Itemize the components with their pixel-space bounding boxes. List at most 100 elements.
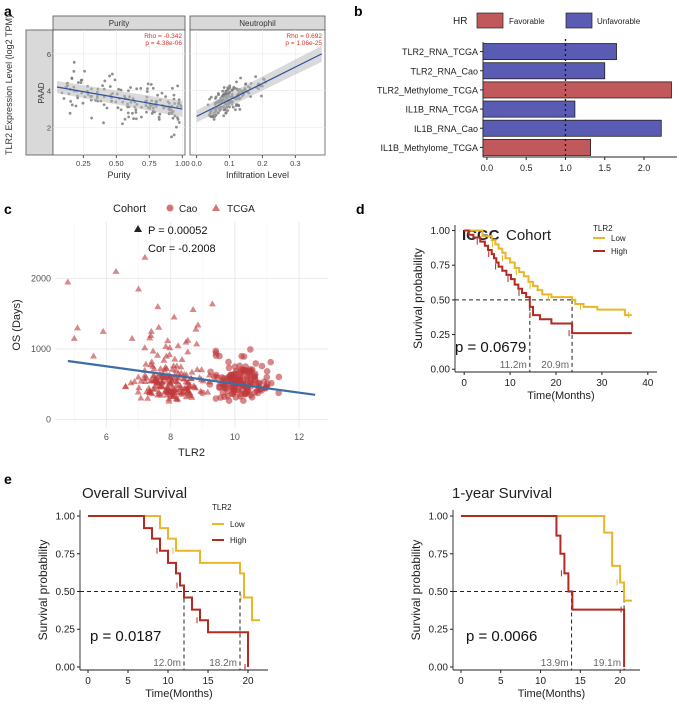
median-label-low: 19.1m	[593, 658, 621, 669]
y-tick-label: 0.25	[56, 625, 76, 636]
scatter-triangle	[198, 366, 206, 373]
scatter-point	[171, 86, 174, 90]
scatter-point	[145, 110, 148, 114]
scatter-point	[239, 76, 243, 80]
scatter-circle	[240, 397, 247, 404]
scatter-triangle	[141, 253, 149, 260]
scatter-circle	[244, 367, 251, 375]
scatter-triangle	[137, 377, 145, 384]
scatter-point	[79, 78, 83, 82]
x-tick-label: 12	[294, 432, 304, 442]
scatter-triangle	[204, 388, 212, 395]
scatter-point	[231, 105, 235, 109]
scatter-point	[103, 79, 107, 83]
x-tick-label: 0.2	[257, 159, 267, 168]
scatter-triangle	[178, 356, 186, 363]
scatter-triangle	[171, 355, 179, 362]
scatter-point	[127, 89, 130, 93]
x-tick-label: 15	[202, 676, 214, 687]
scatter-point	[226, 109, 229, 112]
scatter-point	[236, 103, 240, 107]
scatter-triangle	[183, 385, 191, 392]
scatter-circle	[206, 381, 214, 388]
bar	[482, 138, 592, 156]
scatter-point	[254, 75, 258, 79]
scatter-point	[131, 111, 134, 115]
legend-marker-cao	[166, 204, 174, 212]
x-tick-label: 0.5	[520, 163, 533, 173]
scatter-triangle	[155, 323, 163, 330]
panel-a-strip-label: PAAD	[37, 82, 46, 103]
scatter-point	[129, 86, 132, 89]
scatter-triangle	[182, 378, 190, 385]
panel-b: HR Favorable Unfavorable TLR2_RNA_TCGA TLR2_…	[377, 12, 677, 173]
scatter-point	[211, 114, 215, 118]
scatter-triangle	[169, 392, 177, 399]
x-axis-title: TLR2	[178, 447, 205, 459]
category-label: IL1B_Methylome_TCGA	[380, 143, 478, 153]
y-axis-title: Survival probability	[36, 540, 50, 641]
annotation-triangle	[134, 225, 142, 232]
scatter-triangle	[189, 305, 197, 312]
scatter-triangle	[165, 386, 173, 393]
scatter-triangle	[135, 285, 143, 292]
scatter-triangle	[151, 382, 159, 389]
x-tick-label: 2.0	[638, 163, 651, 173]
scatter-triangle	[192, 325, 200, 332]
scatter-triangle	[128, 334, 136, 341]
scatter-point	[226, 86, 230, 90]
x-axis-title: Infiltration Level	[226, 170, 289, 180]
scatter-point	[121, 122, 124, 126]
x-tick-label: 0.25	[76, 159, 91, 168]
title-rest: Cohort	[506, 227, 552, 244]
median-label-high: 12.0m	[153, 658, 181, 669]
panel-labels: a b c d e	[4, 3, 365, 487]
scatter-circle	[246, 372, 254, 380]
scatter-triangle	[112, 267, 120, 274]
legend-label-unfavorable: Unfavorable	[597, 17, 641, 26]
scatter-point	[76, 96, 80, 100]
legend-label-high: High	[230, 536, 246, 545]
scatter-triangle	[182, 338, 190, 345]
scatter-triangle	[188, 393, 196, 400]
y-tick-label: 1000	[31, 344, 51, 354]
y-tick-label: 0.75	[429, 549, 449, 560]
scatter-point	[110, 72, 114, 76]
trend-line	[196, 53, 322, 117]
bar	[482, 62, 606, 80]
scatter-point	[113, 78, 117, 82]
legend-label-low: Low	[230, 520, 245, 529]
scatter-triangle	[162, 342, 170, 349]
scatter-point	[235, 80, 238, 84]
scatter-triangle	[151, 385, 159, 392]
category-label: IL1B_RNA_Cao	[414, 124, 478, 134]
scatter-triangle	[165, 397, 173, 404]
legend-title: Cohort	[113, 203, 146, 215]
scatter-point	[151, 86, 155, 90]
bar	[482, 100, 576, 118]
scatter-point	[62, 97, 66, 100]
scatter-circle	[248, 393, 256, 401]
scatter-point	[176, 116, 179, 120]
confidence-band	[196, 45, 322, 123]
panel-label-b: b	[354, 3, 363, 19]
scatter-triangle	[193, 340, 201, 347]
scatter-triangle	[208, 300, 216, 307]
scatter-point	[134, 117, 138, 121]
scatter-circle	[225, 358, 232, 366]
x-tick-label: 0.1	[224, 159, 234, 168]
scatter-circle	[252, 360, 260, 367]
scatter-triangle	[163, 391, 171, 398]
scatter-triangle	[169, 374, 177, 381]
scatter-triangle	[162, 373, 170, 380]
km-curve-high	[460, 515, 626, 667]
scatter-circle	[227, 374, 235, 381]
scatter-point	[90, 116, 94, 120]
scatter-triangle	[142, 360, 150, 367]
scatter-triangle	[188, 368, 196, 375]
y-tick-label: 1.00	[429, 512, 449, 523]
scatter-point	[222, 86, 226, 89]
scatter-point	[224, 89, 228, 93]
panel-e2: 1-year Survival 0.00 0.25 0.50 0.75 1.00 0 5 10 1…	[409, 485, 640, 700]
